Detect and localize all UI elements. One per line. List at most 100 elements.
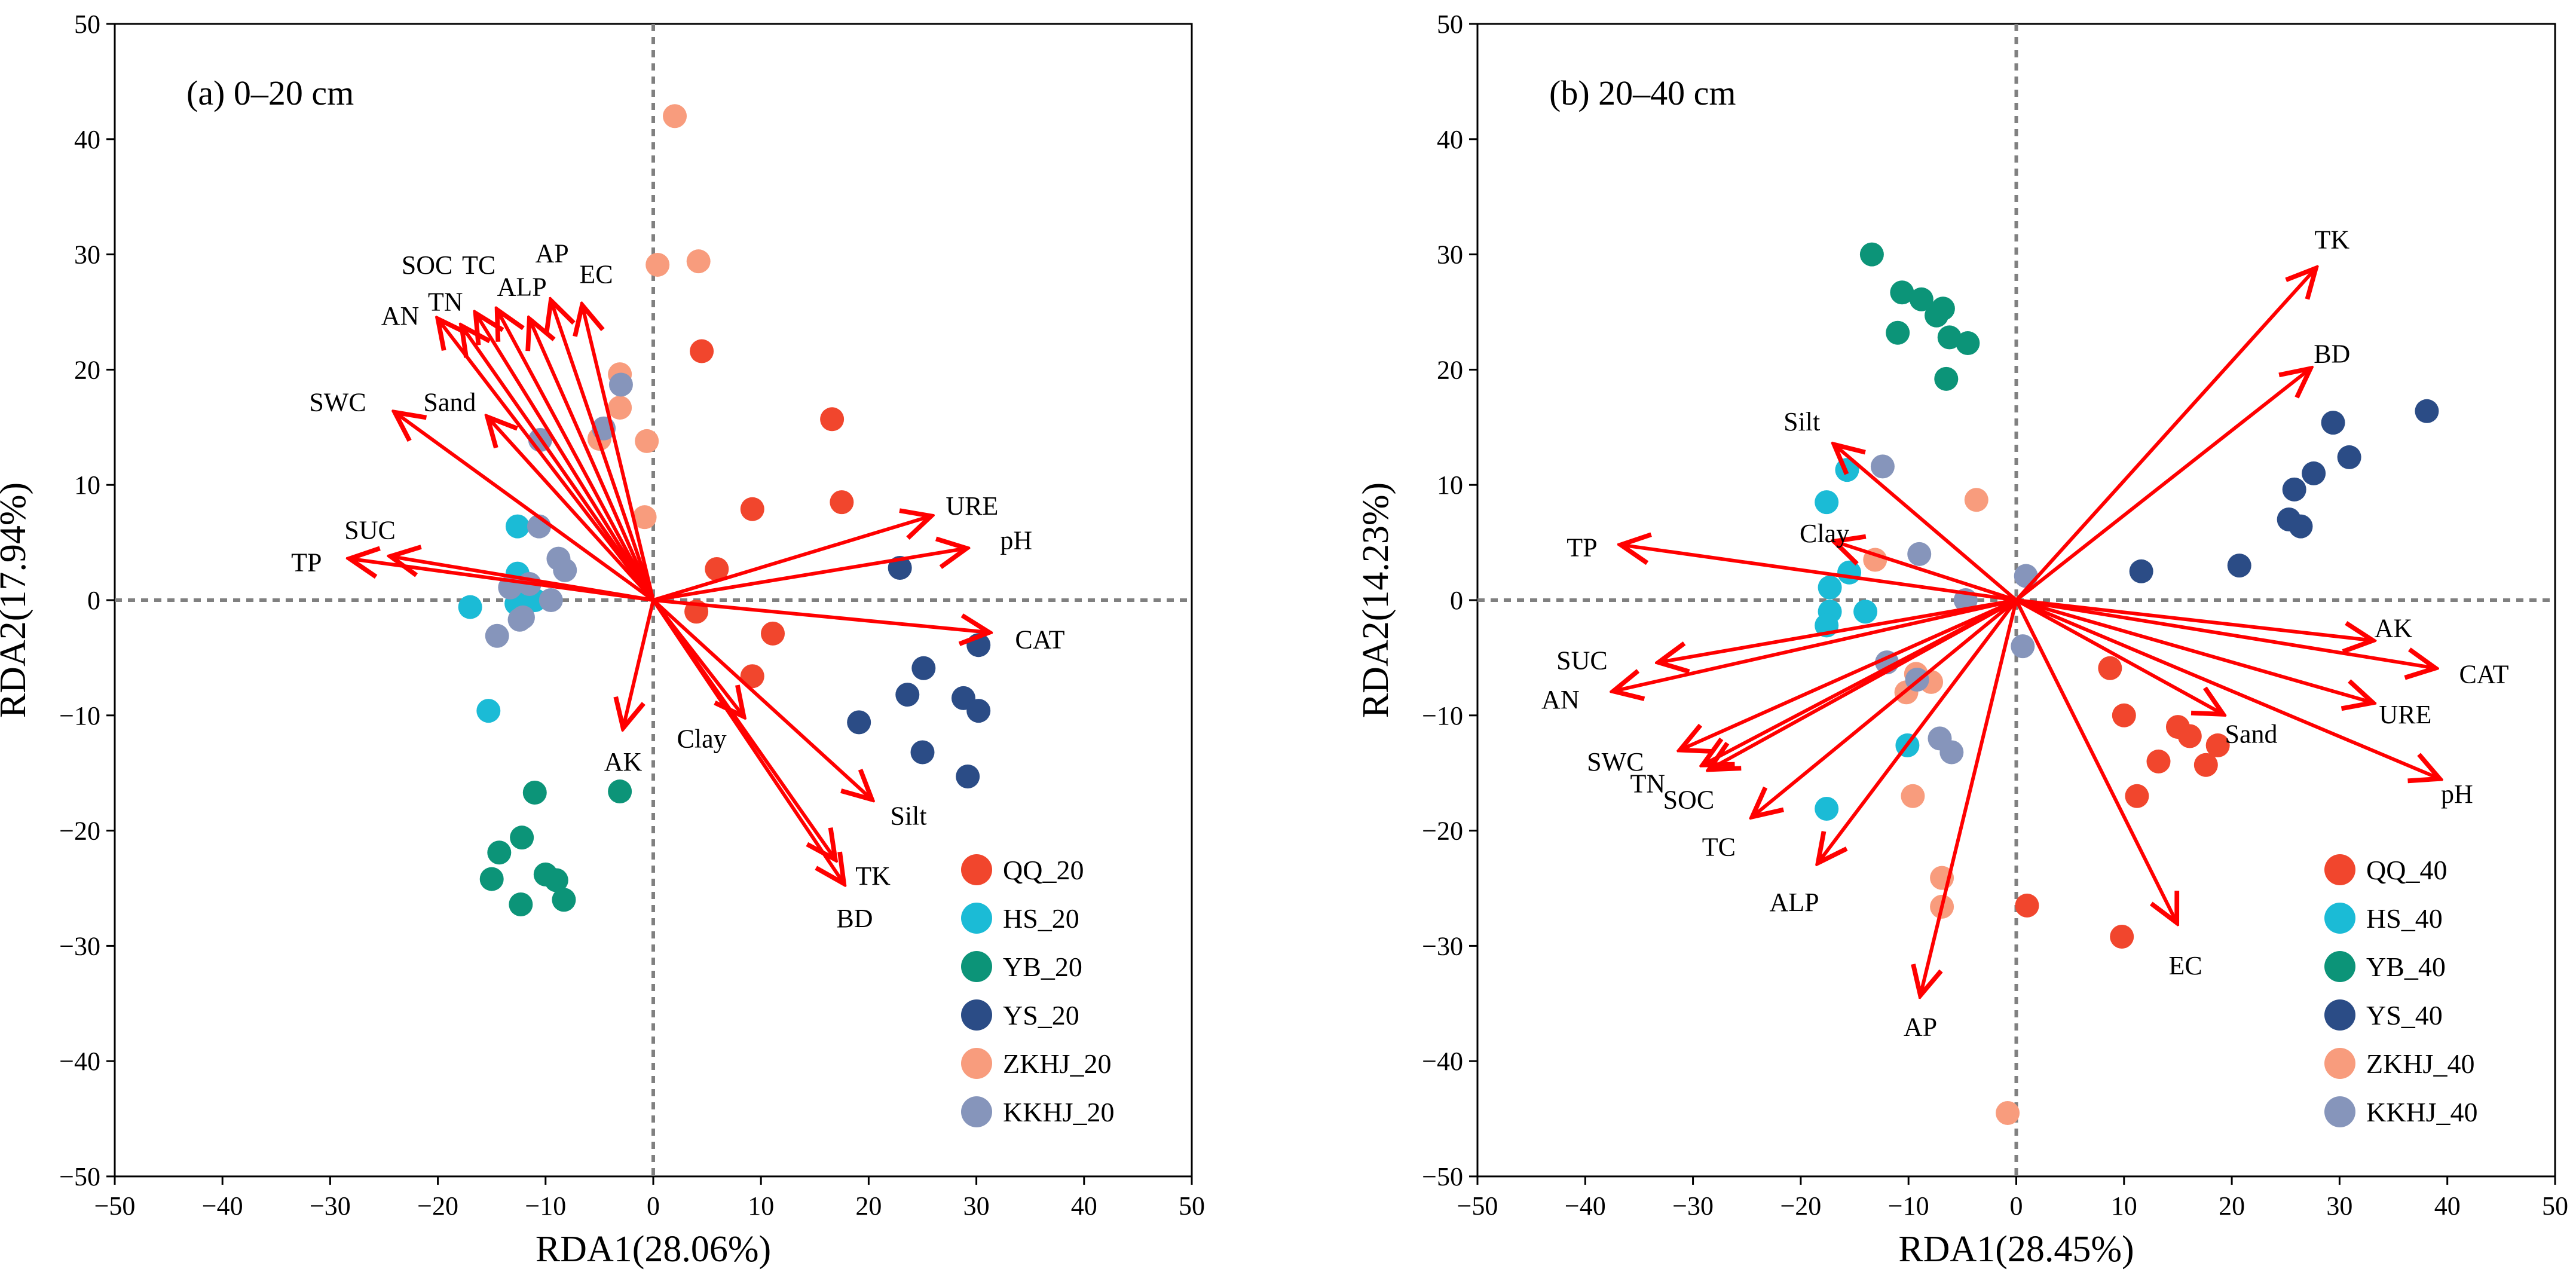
legend-label: YB_40 [2366, 952, 2446, 982]
legend-label: KKHJ_40 [2366, 1097, 2478, 1127]
y-tick-label: 20 [1437, 355, 1463, 384]
x-tick-label: 50 [1179, 1191, 1205, 1221]
y-tick-label: 0 [1450, 586, 1463, 615]
legend-label: ZKHJ_40 [2366, 1048, 2474, 1079]
data-point [552, 888, 576, 912]
x-tick-label: −10 [525, 1191, 566, 1221]
data-point [476, 699, 501, 723]
y-tick-label: 40 [1437, 125, 1463, 154]
y-axis-title: RDA2(14.23%) [1356, 482, 1396, 718]
y-tick-label: −10 [59, 701, 100, 730]
vector-label-ap: AP [1904, 1012, 1937, 1041]
x-tick-label: −20 [417, 1191, 458, 1221]
panel-b-20-40cm: −50 −40 −30 −20 −10 0 10 20 30 40 50 −50 −40 −30 −20 −1… [1356, 10, 2568, 1270]
data-point [1909, 287, 1933, 311]
vector-arrow-tp [1621, 545, 2017, 602]
data-point [740, 497, 764, 521]
data-point [2015, 893, 2039, 918]
data-point [1939, 740, 1964, 765]
vector-arrow-bd [2015, 368, 2311, 602]
data-point [1859, 242, 1884, 267]
vector-arrow-bd [651, 599, 844, 883]
data-point [2282, 477, 2306, 502]
vector-label-silt: Silt [1783, 407, 1820, 436]
vector-label-suc: SUC [1556, 646, 1608, 675]
data-point [966, 633, 991, 658]
data-point [1956, 331, 1980, 356]
y-tick-label: −30 [1422, 931, 1463, 961]
series-hs-40 [1815, 458, 1920, 821]
data-point [2302, 461, 2326, 485]
legend-marker [961, 903, 992, 934]
data-point [2321, 411, 2345, 435]
panel-label: (a) 0–20 cm [186, 74, 354, 112]
vector-arrow-suc [1659, 598, 2017, 662]
data-point [2415, 399, 2439, 423]
vector-label-ak: AK [2375, 613, 2413, 643]
legend-marker [2324, 951, 2355, 982]
y-tick-label: −30 [59, 931, 100, 961]
vector-label-ph: pH [1000, 526, 1032, 555]
vector-arrow-tn [461, 326, 655, 601]
data-point [1818, 575, 1842, 600]
vector-label-tk: TK [855, 861, 891, 891]
x-tick-label: −50 [1457, 1191, 1498, 1221]
vector-arrow-alp [530, 319, 655, 601]
data-point [544, 868, 568, 892]
legend-marker [2324, 854, 2355, 885]
series-yb-40 [1859, 242, 1980, 391]
vector-label-tp: TP [291, 548, 322, 577]
y-tick-label: −20 [59, 817, 100, 846]
vector-arrow-ph [653, 548, 966, 602]
vector-arrow-sand [487, 417, 655, 602]
vector-label-swc: SWC [309, 387, 366, 417]
data-point [1815, 796, 1839, 821]
vector-label-ec: EC [2168, 951, 2202, 980]
vector-label-tp: TP [1567, 533, 1597, 562]
vector-label-tk: TK [2314, 225, 2349, 255]
legend-label: HS_40 [2366, 903, 2443, 934]
vector-label-sand: Sand [2225, 720, 2278, 749]
data-point [1937, 325, 1962, 350]
vector-arrow-tc [497, 310, 655, 601]
x-tick-label: 30 [2326, 1191, 2352, 1221]
y-tick-label: −40 [1422, 1047, 1463, 1076]
vector-arrow-soc [1709, 598, 2017, 769]
legend-marker [2324, 1096, 2355, 1127]
x-tick-label: 30 [963, 1191, 990, 1221]
x-tick-label: 40 [2434, 1191, 2461, 1221]
series-ys-20 [847, 556, 991, 788]
x-tick-label: −20 [1780, 1191, 1821, 1221]
data-point [2337, 445, 2361, 469]
legend-marker [961, 854, 992, 885]
vector-label-ure: URE [2379, 700, 2431, 729]
data-point [1886, 320, 1910, 345]
y-tick-label: 30 [74, 240, 100, 270]
x-tick-label: 20 [855, 1191, 882, 1221]
legend-marker [961, 1048, 992, 1079]
data-point [2177, 724, 2202, 748]
panel-a-0-20cm: −50 −40 −30 −20 −10 0 10 20 30 40 50 −50 −40 −30 −20 −1… [0, 10, 1205, 1270]
vector-arrow-clay [1834, 542, 2017, 602]
panel-label: (b) 20–40 cm [1549, 74, 1736, 112]
vector-arrow-ak [2016, 598, 2373, 640]
vector-label-soc: SOC [1663, 785, 1715, 815]
data-point [1901, 784, 1925, 808]
data-point [1907, 542, 1932, 566]
data-point [1934, 366, 1959, 391]
legend-label: YB_20 [1003, 952, 1082, 982]
vector-arrow-ap [1920, 600, 2018, 995]
legend-marker [961, 1096, 992, 1127]
data-point [2205, 733, 2230, 757]
vector-label-an: AN [381, 301, 420, 331]
data-point [966, 699, 991, 723]
vector-label-tn: TN [428, 288, 463, 317]
legend-label: YS_20 [1003, 1000, 1079, 1031]
vector-label-bd: BD [2314, 339, 2350, 368]
vector-label-cat: CAT [2459, 659, 2508, 689]
vector-arrow-swc [395, 412, 654, 602]
x-tick-label: −40 [1565, 1191, 1606, 1221]
data-point [507, 607, 532, 632]
y-tick-label: −20 [1422, 817, 1463, 846]
data-point [2289, 514, 2313, 539]
